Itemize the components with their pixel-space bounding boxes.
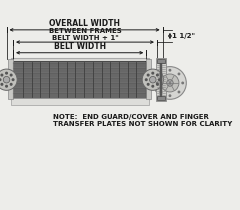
Bar [157, 59, 165, 63]
Circle shape [178, 73, 180, 75]
Bar [157, 96, 165, 100]
Circle shape [167, 80, 173, 86]
Circle shape [152, 85, 154, 87]
Circle shape [160, 82, 162, 83]
Text: OVERALL WIDTH: OVERALL WIDTH [49, 19, 120, 28]
Circle shape [156, 84, 158, 85]
Text: BETWEEN FRAMES
BELT WIDTH + 1": BETWEEN FRAMES BELT WIDTH + 1" [49, 28, 121, 41]
Circle shape [0, 69, 17, 90]
Circle shape [156, 74, 158, 76]
Bar [11, 58, 149, 100]
Circle shape [156, 82, 158, 84]
Text: 1 1/2": 1 1/2" [172, 33, 195, 39]
Circle shape [160, 73, 162, 75]
Circle shape [3, 76, 10, 83]
Circle shape [160, 62, 162, 64]
Bar [11, 98, 149, 105]
Circle shape [160, 86, 162, 87]
Circle shape [160, 68, 162, 70]
Bar [13, 61, 146, 98]
Circle shape [147, 84, 149, 85]
Circle shape [145, 79, 147, 80]
Circle shape [152, 72, 154, 74]
Circle shape [150, 76, 156, 83]
Circle shape [160, 74, 162, 75]
Circle shape [6, 85, 7, 87]
Circle shape [160, 70, 162, 71]
Circle shape [160, 76, 162, 77]
Circle shape [147, 74, 149, 76]
Circle shape [12, 79, 14, 80]
Circle shape [160, 78, 162, 79]
Circle shape [10, 74, 12, 76]
Circle shape [169, 95, 171, 96]
Circle shape [0, 79, 1, 80]
Circle shape [160, 60, 162, 62]
Circle shape [160, 72, 162, 73]
Circle shape [160, 80, 162, 81]
Circle shape [160, 64, 162, 66]
Bar [146, 59, 151, 99]
Text: NOTE:  END GUARD/COVER AND FINGER
TRANSFER PLATES NOT SHOWN FOR CLARITY: NOTE: END GUARD/COVER AND FINGER TRANSFE… [53, 114, 232, 127]
Circle shape [158, 79, 160, 80]
Circle shape [160, 92, 162, 93]
Circle shape [6, 72, 7, 74]
Circle shape [1, 84, 3, 85]
Bar [156, 58, 166, 101]
Circle shape [160, 91, 162, 93]
Circle shape [182, 82, 183, 84]
Circle shape [160, 66, 162, 67]
Circle shape [160, 98, 162, 99]
Circle shape [154, 67, 186, 99]
Text: BELT WIDTH: BELT WIDTH [54, 42, 106, 51]
Circle shape [160, 88, 162, 89]
Circle shape [178, 91, 180, 93]
Circle shape [160, 84, 162, 85]
Circle shape [169, 70, 171, 71]
Circle shape [10, 84, 12, 85]
Circle shape [1, 74, 3, 76]
Circle shape [160, 90, 162, 91]
Circle shape [160, 94, 162, 95]
Circle shape [160, 96, 162, 97]
Bar [8, 59, 13, 99]
Circle shape [142, 69, 163, 90]
Circle shape [161, 74, 179, 92]
